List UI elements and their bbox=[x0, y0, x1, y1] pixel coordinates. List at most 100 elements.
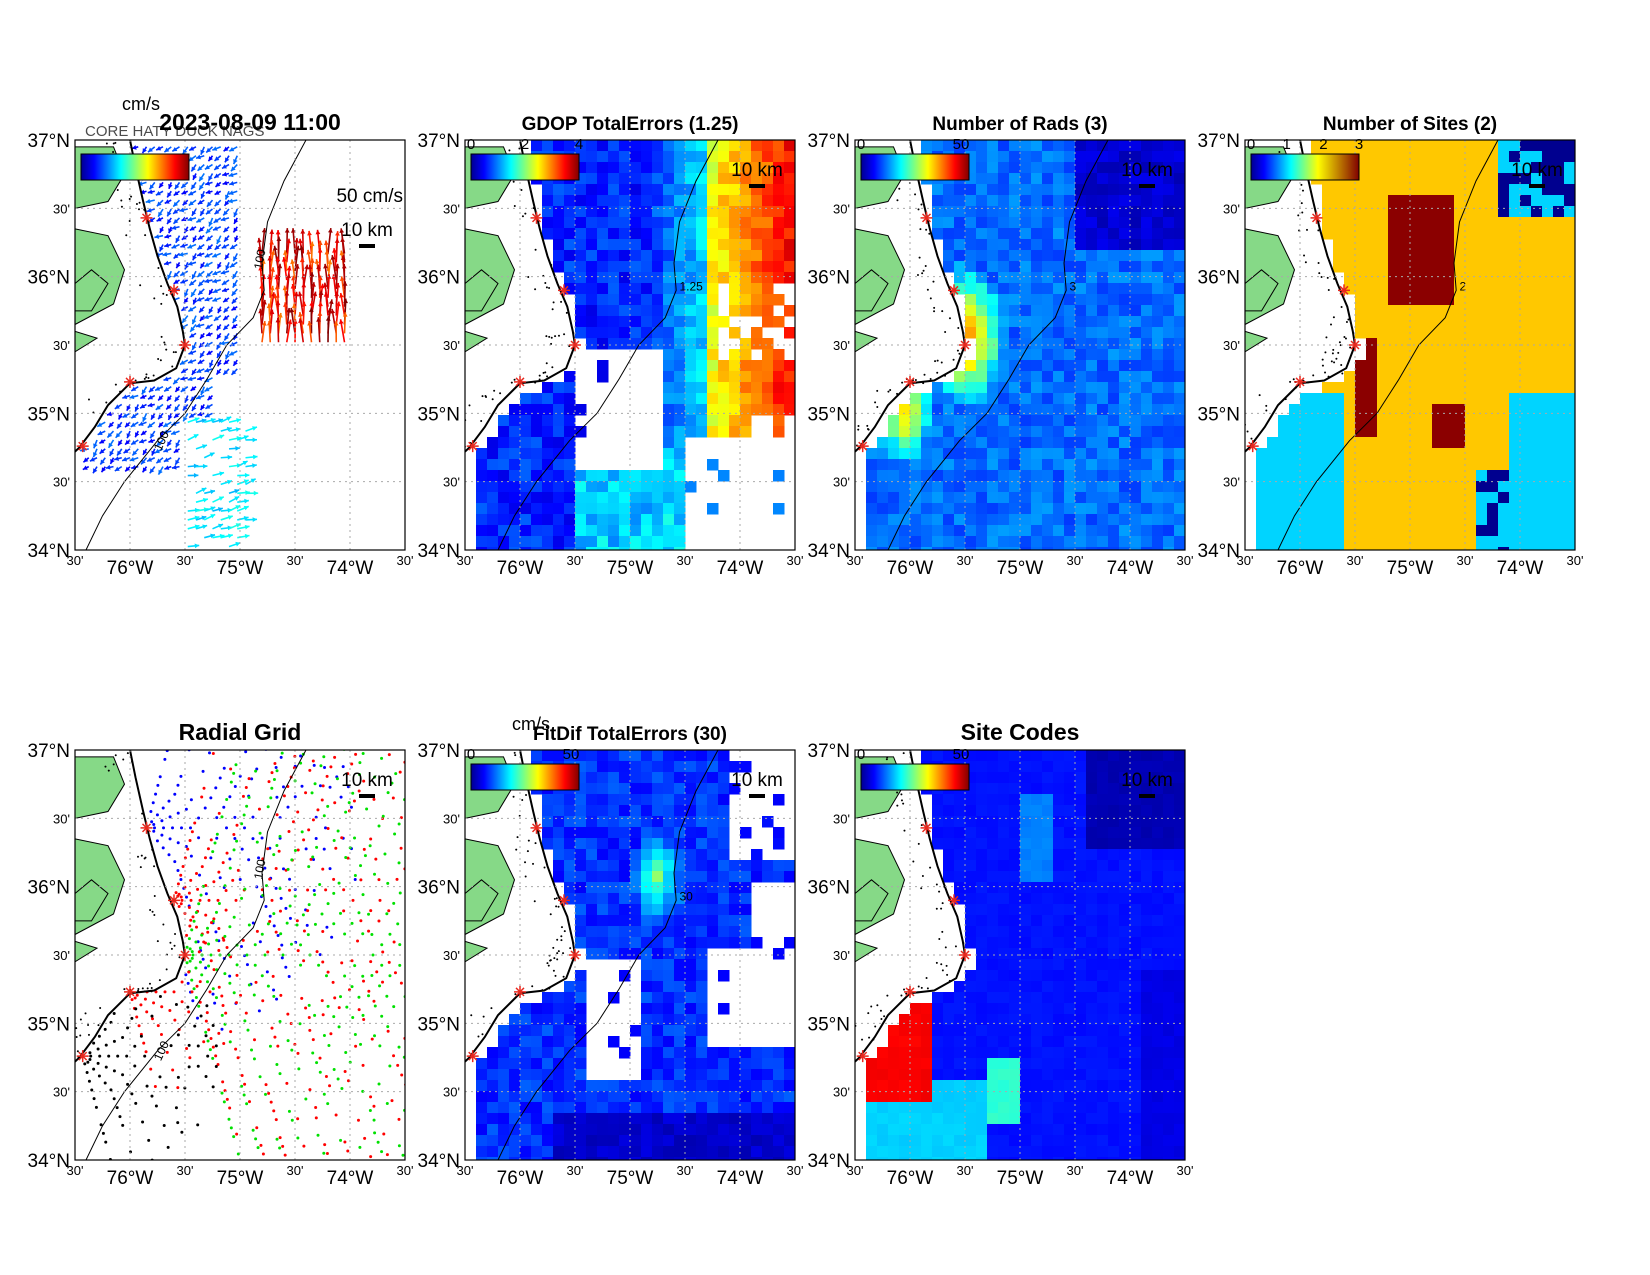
site-marker bbox=[1246, 440, 1259, 453]
lon-tick-label: 30' bbox=[1067, 553, 1084, 568]
colorbar-tick: 2 bbox=[521, 136, 529, 153]
colorbar-tick: 0 bbox=[467, 136, 475, 153]
scale-bar bbox=[1139, 794, 1155, 798]
coastal-waters bbox=[75, 140, 185, 452]
lat-tick-label: 30' bbox=[833, 948, 850, 963]
lon-tick-label: 30' bbox=[177, 1163, 194, 1178]
lat-tick-label: 30' bbox=[1223, 338, 1240, 353]
land-2 bbox=[1245, 269, 1279, 312]
lat-tick-label: 30' bbox=[833, 1085, 850, 1100]
colorbar-gradient bbox=[1250, 153, 1360, 181]
lat-tick-label: 36°N bbox=[28, 878, 70, 899]
scale-bar bbox=[749, 794, 765, 798]
graticule bbox=[75, 750, 405, 1160]
lon-tick-label: 30' bbox=[397, 553, 414, 568]
lon-tick-label: 76°W bbox=[107, 1168, 154, 1189]
land-2 bbox=[855, 879, 889, 922]
lon-tick-label: 30' bbox=[677, 1163, 694, 1178]
coastal-waters bbox=[855, 750, 965, 1062]
lat-tick-label: 30' bbox=[443, 475, 460, 490]
lon-tick-label: 75°W bbox=[607, 1168, 654, 1189]
site-marker bbox=[959, 949, 971, 961]
colorbar-tick: 50 bbox=[953, 746, 970, 763]
lat-tick-label: 35°N bbox=[808, 1014, 850, 1035]
site-marker bbox=[179, 339, 191, 351]
colorbar-tick: 1 bbox=[1282, 136, 1290, 153]
scale-bar-label: 10 km bbox=[1511, 160, 1563, 181]
plot-frame bbox=[74, 139, 406, 551]
site-marker bbox=[1294, 375, 1306, 388]
site-marker bbox=[1338, 284, 1350, 297]
land-2 bbox=[75, 879, 109, 922]
lat-tick-label: 34°N bbox=[418, 541, 460, 562]
lon-tick-label: 74°W bbox=[1497, 558, 1544, 579]
colorbar-tick: 3 bbox=[1355, 136, 1363, 153]
site-marker bbox=[856, 1050, 869, 1063]
colorbar-tick: 0 bbox=[857, 136, 865, 153]
lon-tick-label: 30' bbox=[957, 553, 974, 568]
coastal-waters bbox=[75, 750, 185, 1062]
site-marker bbox=[904, 375, 916, 388]
lon-tick-label: 30' bbox=[1567, 553, 1584, 568]
figure-timestamp: 2023-08-09 11:00 bbox=[159, 109, 341, 135]
site-marker bbox=[530, 211, 543, 224]
site-marker bbox=[569, 339, 581, 351]
lon-tick-label: 76°W bbox=[887, 1168, 934, 1189]
land-2 bbox=[855, 269, 889, 312]
lat-tick-label: 30' bbox=[53, 811, 70, 826]
site-marker bbox=[920, 821, 933, 834]
lon-tick-label: 30' bbox=[567, 553, 584, 568]
colorbar: 0 50 bbox=[857, 136, 970, 181]
colorbar: 0 1 2 3 bbox=[1247, 136, 1363, 181]
site-marker bbox=[1310, 211, 1323, 224]
site-marker bbox=[959, 339, 971, 351]
site-marker bbox=[948, 284, 960, 297]
lat-tick-label: 30' bbox=[53, 948, 70, 963]
coastal-waters bbox=[465, 750, 575, 1062]
lat-tick-label: 30' bbox=[833, 811, 850, 826]
plot-frame bbox=[854, 749, 1186, 1161]
panel-number-of-sites: 237°N30'36°N30'35°N30'34°N30' 76°W 30' 75°W… bbox=[1198, 114, 1584, 579]
panel-title: GDOP TotalErrors (1.25) bbox=[522, 114, 739, 135]
data-field bbox=[1256, 140, 1575, 550]
site-marker bbox=[466, 440, 479, 453]
plot-frame bbox=[1244, 139, 1576, 551]
panel-plot-area bbox=[855, 750, 1185, 1160]
lon-tick-label: 75°W bbox=[997, 1168, 1044, 1189]
land-3 bbox=[465, 330, 489, 353]
site-marker bbox=[168, 894, 180, 907]
coastal-waters bbox=[465, 140, 575, 452]
colorbar-tick: 50 bbox=[563, 746, 580, 763]
site-marker bbox=[530, 821, 543, 834]
lat-tick-label: 35°N bbox=[418, 404, 460, 425]
lon-tick-label: 30' bbox=[287, 553, 304, 568]
plot-frame bbox=[854, 139, 1186, 551]
lon-tick-label: 30' bbox=[457, 553, 474, 568]
lon-tick-label: 30' bbox=[957, 1163, 974, 1178]
colorbar-gradient bbox=[470, 763, 580, 791]
contour-label: 30 bbox=[680, 889, 694, 903]
lat-tick-label: 37°N bbox=[808, 131, 850, 152]
scale-bar-label: 10 km bbox=[731, 160, 783, 181]
lon-tick-label: 76°W bbox=[497, 1168, 544, 1189]
lon-tick-label: 30' bbox=[1347, 553, 1364, 568]
lat-tick-label: 35°N bbox=[1198, 404, 1240, 425]
panel-number-of-rads: 337°N30'36°N30'35°N30'34°N30' 76°W 30' 75°W… bbox=[808, 114, 1194, 579]
lon-tick-label: 74°W bbox=[327, 1168, 374, 1189]
lat-tick-label: 36°N bbox=[1198, 268, 1240, 289]
land-3 bbox=[1245, 330, 1269, 353]
contour-line bbox=[887, 140, 1109, 550]
lon-tick-label: 76°W bbox=[107, 558, 154, 579]
scale-bar bbox=[749, 184, 765, 188]
land-3 bbox=[855, 330, 879, 353]
lon-tick-label: 30' bbox=[457, 1163, 474, 1178]
site-marker bbox=[856, 440, 869, 453]
lon-tick-label: 30' bbox=[567, 1163, 584, 1178]
scale-bar bbox=[359, 244, 375, 248]
lat-tick-label: 30' bbox=[833, 201, 850, 216]
